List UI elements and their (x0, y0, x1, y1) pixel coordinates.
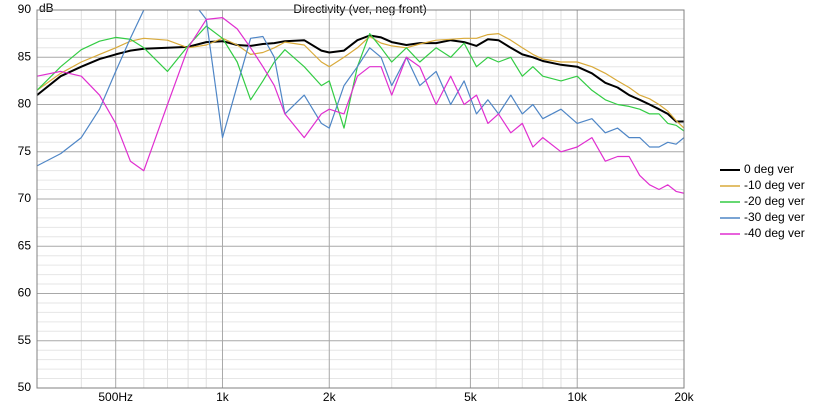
legend-label: -40 deg ver (744, 226, 805, 240)
x-tick-label: 20k (674, 390, 694, 404)
legend-label: -30 deg ver (744, 210, 805, 224)
y-tick-label: 85 (18, 49, 32, 63)
x-tick-label: 5k (464, 390, 478, 404)
legend-label: 0 deg ver (744, 162, 794, 176)
series-line (37, 25, 684, 132)
x-tick-label: 10k (568, 390, 588, 404)
chart-title: Directivity (ver, neg front) (293, 2, 426, 16)
y-tick-label: 70 (18, 191, 32, 205)
y-tick-label: 55 (18, 333, 32, 347)
grid (36, 9, 685, 389)
y-tick-label: 50 (18, 380, 32, 394)
y-tick-label: 90 (18, 2, 32, 16)
y-tick-label: 75 (18, 144, 32, 158)
x-tick-label: 1k (216, 390, 230, 404)
series-line (37, 10, 684, 167)
y-axis-label: dB (39, 1, 54, 15)
plot-frame (36, 9, 685, 389)
x-tick-label: 500Hz (98, 390, 133, 404)
y-tick-label: 80 (18, 97, 32, 111)
series-line (37, 17, 684, 194)
lines (37, 10, 684, 194)
legend-label: -20 deg ver (744, 194, 805, 208)
legend-label: -10 deg ver (744, 178, 805, 192)
y-tick-label: 60 (18, 286, 32, 300)
labels: 50 55 60 65 70 75 80 85 90 500Hz 1k 2k 5k 10k 20k 0 deg… (18, 2, 805, 404)
x-tick-label: 2k (323, 390, 337, 404)
series-line (37, 32, 684, 129)
y-tick-label: 65 (18, 238, 32, 252)
